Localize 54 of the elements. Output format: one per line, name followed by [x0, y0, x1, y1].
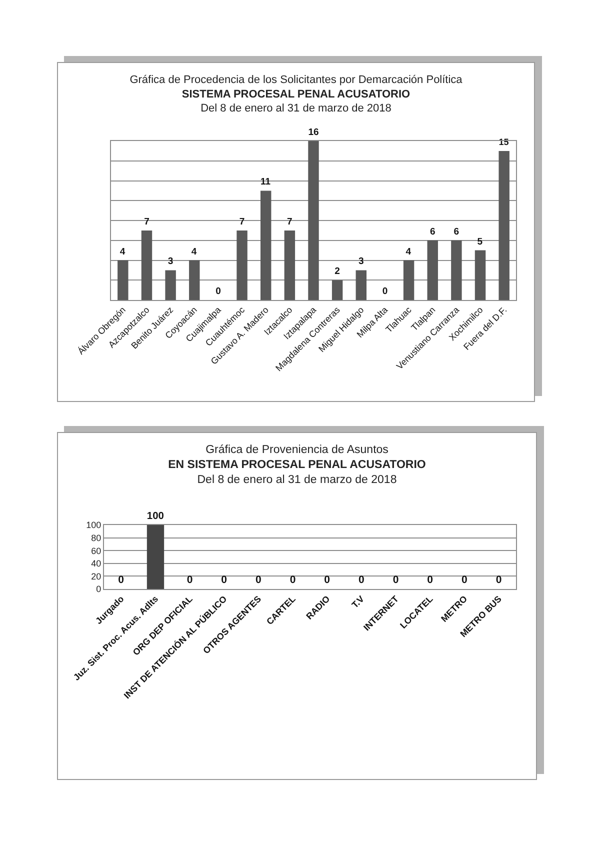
data-label: 6 — [430, 226, 436, 238]
bar — [451, 240, 462, 300]
data-label: 0 — [382, 286, 388, 297]
x-tick-label: T.V — [350, 594, 366, 610]
bar — [498, 150, 510, 300]
data-label: 11 — [260, 176, 270, 188]
y-tick-label: 40 — [91, 558, 102, 569]
data-label: 2 — [334, 266, 340, 278]
bar — [427, 240, 438, 300]
chart-subtitle: EN SISTEMA PROCESAL PENAL ACUSATORIO Del 8 de enero al 31 de marzo de 2018 — [168, 458, 426, 486]
y-tick-label: 100 — [86, 520, 102, 530]
bar — [189, 260, 200, 300]
data-label: 0 — [427, 574, 434, 586]
data-label: 0 — [324, 574, 330, 586]
data-label: 0 — [118, 574, 124, 586]
data-label: 16 — [308, 127, 319, 138]
data-label: 7 — [144, 216, 150, 228]
bar — [474, 250, 486, 300]
bar — [284, 230, 296, 300]
bar — [165, 270, 176, 300]
y-tick-label: 80 — [91, 532, 102, 543]
y-tick-label: 20 — [91, 571, 102, 582]
y-tick-label: 0 — [96, 584, 102, 594]
data-label: 7 — [239, 216, 245, 228]
chart-subtitle: SISTEMA PROCESAL PENAL ACUSATORIO Del 8 de enero al 31 de marzo de 2018 — [182, 88, 411, 115]
data-label: 0 — [221, 574, 228, 586]
y-tick-label: 60 — [91, 546, 102, 556]
bar — [308, 141, 319, 300]
data-label: 0 — [290, 574, 296, 586]
data-label: 0 — [496, 574, 502, 586]
data-label: 0 — [256, 574, 262, 586]
data-label: 4 — [191, 246, 198, 258]
bar — [332, 280, 343, 300]
data-label: 0 — [216, 286, 221, 297]
chart-title: Gráfica de Procedencia de los Solicitantes por Demarcación Política — [130, 74, 464, 86]
bar — [118, 260, 128, 300]
data-label: 100 — [146, 511, 164, 522]
data-label: 7 — [287, 216, 292, 228]
bar — [236, 230, 248, 300]
bar — [356, 270, 367, 300]
data-label: 0 — [358, 574, 364, 586]
data-label: 0 — [392, 574, 399, 586]
data-label: 6 — [454, 226, 460, 238]
data-label: 3 — [358, 256, 364, 268]
data-label: 0 — [462, 574, 468, 586]
data-label: 4 — [120, 246, 126, 258]
data-label: 5 — [477, 236, 484, 248]
chart-title: Gráfica de Proveniencia de Asuntos — [206, 444, 389, 456]
data-label: 3 — [168, 256, 174, 268]
bar — [403, 260, 414, 300]
data-label: 4 — [406, 246, 412, 258]
bar — [141, 230, 152, 300]
bar — [260, 190, 272, 300]
data-label: 0 — [186, 574, 193, 586]
